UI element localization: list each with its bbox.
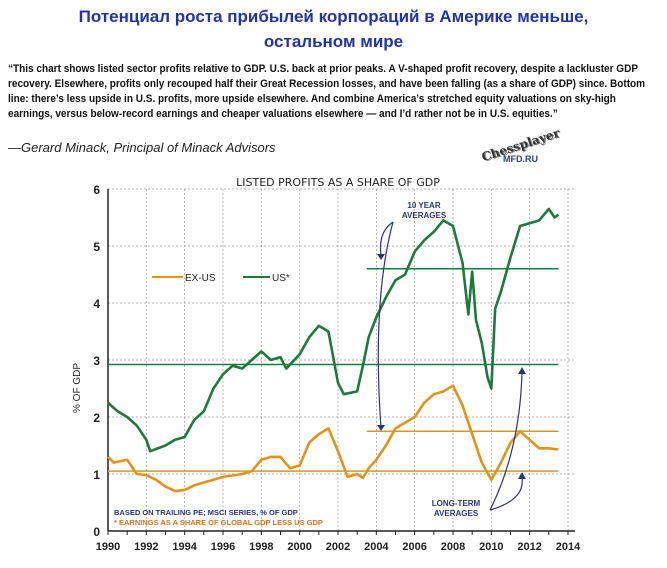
y-tick-label: 5 — [93, 240, 100, 254]
y-axis-label: % OF GDP — [72, 363, 83, 413]
x-tick-label: 2004 — [364, 541, 389, 553]
y-tick-label: 0 — [93, 525, 100, 539]
arrowhead — [518, 367, 526, 374]
x-tick-label: 1990 — [96, 541, 120, 553]
y-tick-label: 6 — [93, 183, 100, 197]
logo: Chessplayer MFD.RU — [480, 126, 561, 164]
quote-text: “This chart shows listed sector profits … — [8, 63, 646, 120]
annotation-10yr: AVERAGES — [402, 211, 447, 220]
y-tick-label: 1 — [93, 468, 100, 482]
title-line-2: остальном мире — [263, 32, 404, 51]
arrow-longterm-us — [489, 371, 523, 511]
logo-bottom: MFD.RU — [503, 154, 539, 164]
x-tick-label: 1992 — [134, 541, 158, 553]
arrowhead — [377, 425, 385, 431]
series-line-ex-us — [107, 384, 559, 493]
y-tick-label: 2 — [93, 411, 100, 425]
quote-author: —Gerard Minack, Principal of Minack Advi… — [8, 140, 276, 155]
annotation-longterm: AVERAGES — [434, 509, 479, 518]
legend-label-ex-us: EX-US — [185, 273, 216, 284]
chart-title: LISTED PROFITS AS A SHARE OF GDP — [236, 176, 440, 189]
x-tick-label: 2002 — [326, 541, 350, 553]
annotation-10yr: 10 YEAR — [407, 201, 440, 210]
legend-label-us: US* — [272, 273, 290, 284]
x-tick-label: 1998 — [249, 541, 273, 553]
x-tick-label: 2014 — [556, 541, 581, 553]
arrowhead — [518, 472, 526, 479]
x-tick-label: 2000 — [287, 541, 311, 553]
arrowhead — [377, 254, 385, 260]
page-title: Потенциал роста прибылей корпораций в Ам… — [0, 4, 667, 54]
line-chart: LISTED PROFITS AS A SHARE OF GDP 0 1 2 3 4 5 6 1… — [72, 176, 581, 553]
note-source: BASED ON TRAILING PE; MSCI SERIES, % OF … — [114, 508, 298, 517]
note-footnote: * EARNINGS AS A SHARE OF GLOBAL GDP LESS… — [114, 518, 323, 527]
arrow-longterm-exus — [489, 477, 523, 511]
title-line-1: Потенциал роста прибылей корпораций в Ам… — [78, 7, 589, 26]
series-line-us — [107, 207, 560, 453]
x-tick-label: 2012 — [517, 541, 541, 553]
x-tick-label: 2008 — [441, 541, 465, 553]
x-tick-label: 1994 — [172, 541, 197, 553]
arrow-10yr-exus — [377, 221, 394, 429]
x-tick-label: 2006 — [402, 541, 426, 553]
y-tick-label: 4 — [93, 297, 100, 311]
annotation-longterm: LONG-TERM — [432, 499, 481, 508]
arrow-10yr-us — [379, 221, 394, 256]
y-tick-label: 3 — [93, 354, 100, 368]
x-tick-label: 2010 — [479, 541, 503, 553]
x-tick-label: 1996 — [211, 541, 235, 553]
